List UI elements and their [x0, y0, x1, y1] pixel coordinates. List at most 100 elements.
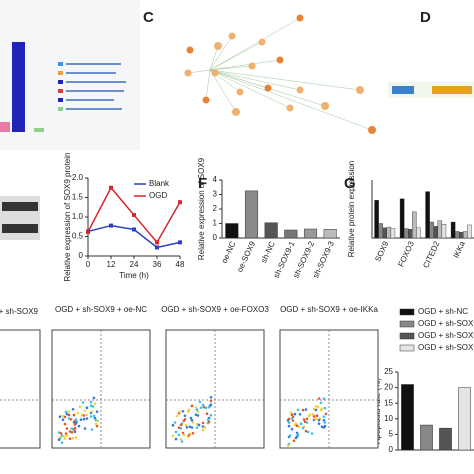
x-tick-label: 48	[176, 260, 185, 269]
flow-dot	[297, 425, 301, 428]
flow-dot	[184, 423, 188, 427]
y-tick-label: 0	[213, 233, 218, 242]
flow-dot	[315, 418, 319, 421]
legend-label: OGD + sh-NC	[418, 307, 468, 316]
legend-swatch	[399, 308, 415, 316]
y-tick-label: 20	[384, 383, 393, 392]
flow-dot	[69, 418, 73, 421]
panel-label: C	[143, 9, 154, 26]
flow-dot	[323, 406, 327, 410]
point	[178, 200, 182, 205]
edge	[209, 45, 219, 71]
flow-dot	[206, 418, 210, 421]
flow-dot	[90, 410, 94, 413]
x-tick-label: oe-NC	[220, 240, 238, 265]
y-tick-label: 15	[384, 398, 393, 407]
x-tick-label: 12	[107, 260, 116, 269]
flow-dot	[96, 419, 100, 423]
flow-dot	[320, 425, 324, 429]
flow-dot	[70, 427, 74, 431]
y-tick-label: 4	[213, 175, 218, 184]
flow-dot	[301, 408, 305, 412]
y-tick-label: 2	[213, 204, 218, 213]
node	[186, 46, 194, 54]
flow-dot	[79, 418, 83, 422]
y-tick-label: 0	[79, 251, 84, 260]
x-tick-label: oe-SOX9	[235, 239, 257, 273]
flow-dot	[60, 434, 64, 437]
flow-dot	[315, 414, 319, 418]
flow-dot	[63, 415, 67, 419]
bar	[399, 198, 405, 239]
flow-title: OGD + sh-SOX9 + oe-FOXO3	[161, 305, 269, 314]
flow-dot	[316, 405, 320, 409]
flow-dot	[93, 402, 97, 406]
flow-dot	[303, 420, 307, 424]
point	[109, 223, 113, 228]
flow-dot	[299, 422, 303, 426]
edge	[209, 69, 373, 131]
flow-dot	[195, 426, 199, 430]
flow-dot	[74, 421, 78, 425]
x-axis-label: Time (h)	[119, 271, 149, 280]
flow-dot	[207, 406, 211, 409]
legend-label: Blank	[149, 179, 170, 188]
x-tick-label: sh-NC	[259, 240, 277, 265]
bar	[437, 220, 443, 239]
flow-title: OGD + sh-SOX9 + oe-NC	[55, 305, 147, 314]
flow-dot	[287, 424, 291, 428]
flow-title: OGD + sh-SOX9	[0, 307, 39, 316]
flow-title: OGD + sh-SOX9 + oe-IKKa	[280, 305, 378, 314]
bar	[458, 387, 471, 451]
bar	[408, 229, 413, 239]
flow-dot	[296, 408, 300, 412]
flow-dot	[313, 417, 317, 420]
y-tick-label: 2.0	[72, 173, 84, 182]
flow-dot	[190, 426, 194, 429]
flow-dot	[181, 410, 185, 413]
y-tick-label: 1	[213, 219, 218, 228]
flow-dot	[92, 414, 96, 418]
flow-dot	[209, 414, 213, 417]
flow-dot	[175, 414, 179, 418]
y-tick-label: 3	[213, 190, 218, 199]
point	[109, 185, 113, 190]
flow-dot	[295, 424, 299, 428]
bar	[429, 221, 434, 239]
flow-dot	[68, 437, 72, 441]
flow-dot	[191, 421, 195, 424]
panel-label: G	[344, 175, 356, 192]
bar	[459, 231, 464, 239]
node	[236, 88, 244, 96]
node	[248, 62, 256, 70]
flow-dot	[204, 406, 208, 410]
flow-dot	[288, 434, 292, 437]
flow-dot	[294, 422, 298, 425]
y-tick-label: 25	[384, 367, 393, 376]
flow-dot	[293, 412, 297, 416]
flow-dot	[189, 416, 193, 420]
legend-label: OGD + sh-SOX9	[418, 319, 474, 328]
legend-swatch	[399, 320, 415, 328]
flow-dot	[199, 406, 203, 410]
legend-swatch	[399, 332, 415, 340]
flow-dot	[182, 433, 186, 437]
edge	[209, 59, 281, 71]
flow-dot	[177, 433, 181, 437]
x-tick-label: SOX9	[373, 239, 390, 263]
node	[228, 32, 236, 40]
flow-dot	[94, 419, 98, 422]
legend-label: OGD + sh-SOX9 + oe-FOXO3	[418, 343, 474, 352]
flow-dot	[74, 418, 78, 421]
flow-dot	[187, 408, 191, 412]
point	[155, 240, 159, 245]
flow-dot	[323, 421, 327, 424]
flow-dot	[290, 417, 294, 420]
flow-dot	[322, 397, 326, 401]
legend-label: OGD	[149, 191, 167, 200]
flow-dot	[197, 423, 201, 427]
bar	[416, 227, 421, 239]
flow-dot	[202, 405, 206, 409]
panel-label: F	[198, 175, 207, 192]
